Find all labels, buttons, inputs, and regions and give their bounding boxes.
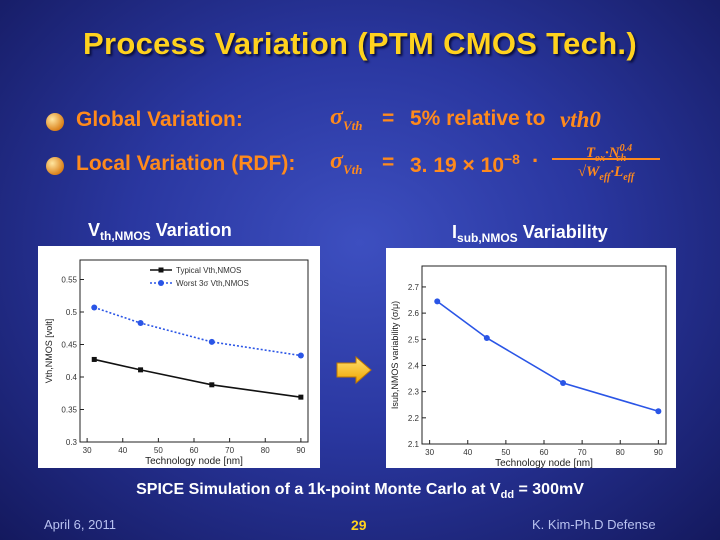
x-tick-label: 80 bbox=[261, 446, 270, 455]
vth0-term: vth0 bbox=[560, 107, 601, 132]
x-tick-label: 40 bbox=[118, 446, 127, 455]
series-line bbox=[94, 358, 301, 398]
y-axis-label: Vth,NMOS [volt] bbox=[44, 319, 54, 384]
series-line bbox=[93, 306, 301, 357]
y-tick-label: 0.4 bbox=[66, 373, 78, 382]
equals-sign: = bbox=[382, 151, 395, 174]
page-number: 29 bbox=[351, 517, 367, 533]
fraction-numerator: Tox·N0.4ch bbox=[552, 138, 660, 164]
x-axis-label: Technology node [nm] bbox=[495, 458, 593, 468]
x-tick-label: 50 bbox=[501, 448, 510, 457]
isub-chart-svg: 30 40 50 60 70 80 90 2.1 2.2 2.3 2.4 2.5 2.6 2.7 Techn… bbox=[390, 265, 667, 468]
footer-date: April 6, 2011 bbox=[44, 517, 117, 532]
data-point bbox=[560, 380, 567, 387]
data-point bbox=[91, 304, 98, 311]
isub-variability-chart: 30 40 50 60 70 80 90 2.1 2.2 2.3 2.4 2.5 2.6 2.7 Techn… bbox=[386, 248, 676, 468]
x-tick-label: 90 bbox=[654, 448, 663, 457]
y-tick-label: 2.7 bbox=[408, 283, 420, 292]
bullet-marker-icon bbox=[46, 157, 64, 175]
x-tick-label: 50 bbox=[154, 446, 163, 455]
legend-marker bbox=[158, 280, 164, 286]
fraction-denominator: √Weff·Leff bbox=[577, 164, 635, 183]
x-tick-label: 90 bbox=[296, 446, 305, 455]
left-chart-title: Vth,NMOS Variation bbox=[88, 220, 232, 243]
vth-variation-chart: 30 40 50 60 70 80 90 0.3 0.35 0.4 0.45 0.5 0.55 Techn… bbox=[38, 246, 320, 468]
vth-chart-svg: 30 40 50 60 70 80 90 0.3 0.35 0.4 0.45 0.5 0.55 Techn… bbox=[44, 259, 309, 467]
x-tick-label: 80 bbox=[616, 448, 625, 457]
legend-marker bbox=[158, 267, 164, 273]
y-tick-label: 2.3 bbox=[408, 388, 420, 397]
x-tick-label: 70 bbox=[225, 446, 234, 455]
y-tick-label: 0.55 bbox=[61, 276, 77, 285]
x-tick-label: 30 bbox=[425, 448, 434, 457]
y-tick-label: 2.4 bbox=[408, 361, 420, 370]
y-tick-label: 2.1 bbox=[408, 440, 420, 449]
y-axis-label: Isub,NMOS variability (σ/μ) bbox=[390, 301, 400, 409]
data-point bbox=[208, 338, 215, 345]
x-tick-label: 60 bbox=[190, 446, 199, 455]
sigma-vth-symbol: σVth bbox=[330, 148, 363, 177]
data-point bbox=[209, 382, 215, 388]
data-point bbox=[483, 334, 490, 341]
x-tick-label: 60 bbox=[540, 448, 549, 457]
y-tick-label: 0.45 bbox=[61, 341, 77, 350]
series-line bbox=[436, 300, 659, 413]
data-point bbox=[138, 367, 144, 373]
x-axis-label: Technology node [nm] bbox=[145, 456, 243, 467]
data-point bbox=[655, 408, 662, 415]
y-tick-label: 2.6 bbox=[408, 309, 420, 318]
x-tick-label: 40 bbox=[463, 448, 472, 457]
multiply-dot: · bbox=[532, 148, 540, 173]
x-tick-label: 70 bbox=[578, 448, 587, 457]
global-variation-label: Global Variation: bbox=[76, 108, 243, 131]
legend-label: Worst 3σ Vth,NMOS bbox=[176, 279, 249, 288]
y-tick-label: 0.5 bbox=[66, 308, 78, 317]
y-tick-label: 2.5 bbox=[408, 335, 420, 344]
data-point bbox=[137, 320, 144, 327]
data-point bbox=[297, 352, 304, 359]
y-tick-label: 0.35 bbox=[61, 406, 77, 415]
bullet-marker-icon bbox=[46, 113, 64, 131]
data-point bbox=[91, 356, 97, 362]
right-chart-title: Isub,NMOS Variability bbox=[452, 222, 608, 245]
simulation-caption: SPICE Simulation of a 1k-point Monte Car… bbox=[136, 481, 584, 502]
equals-sign: = bbox=[382, 107, 395, 130]
sigma-vth-symbol: σVth bbox=[330, 104, 363, 133]
slide-title: Process Variation (PTM CMOS Tech.) bbox=[83, 26, 637, 61]
plot-frame bbox=[421, 265, 667, 445]
y-tick-label: 2.2 bbox=[408, 414, 420, 423]
global-relative-text: 5% relative to bbox=[410, 107, 546, 130]
footer-author: K. Kim-Ph.D Defense bbox=[532, 517, 656, 532]
variation-bullets: Global Variation: σVth = 5% relative to … bbox=[44, 102, 684, 198]
rdf-coefficient: 3. 19 × 10−8 bbox=[410, 151, 520, 177]
y-tick-label: 0.3 bbox=[66, 438, 78, 447]
x-tick-label: 30 bbox=[83, 446, 92, 455]
legend-label: Typical Vth,NMOS bbox=[176, 266, 241, 275]
data-point bbox=[298, 394, 304, 400]
local-variation-label: Local Variation (RDF): bbox=[76, 152, 296, 175]
data-point bbox=[434, 298, 441, 305]
rdf-fraction: Tox·N0.4ch √Weff·Leff bbox=[552, 138, 660, 184]
right-arrow-icon bbox=[336, 356, 372, 384]
